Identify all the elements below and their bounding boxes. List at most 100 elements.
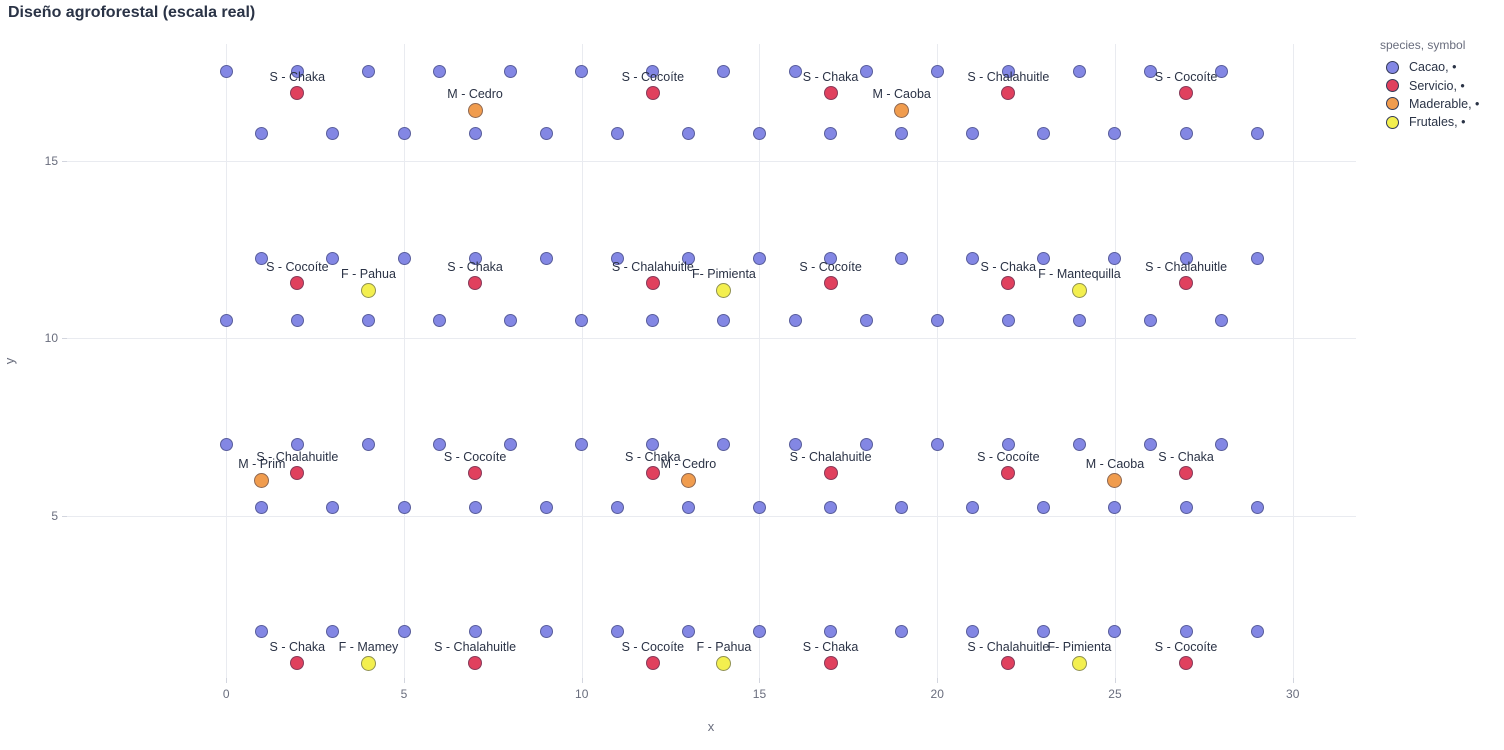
- tree-point[interactable]: [1001, 86, 1016, 101]
- cacao-point[interactable]: [788, 438, 802, 452]
- cacao-point[interactable]: [1037, 624, 1051, 638]
- cacao-point[interactable]: [1215, 313, 1229, 327]
- cacao-point[interactable]: [361, 65, 375, 79]
- tree-point[interactable]: [1179, 656, 1194, 671]
- cacao-point[interactable]: [539, 127, 553, 141]
- cacao-point[interactable]: [824, 500, 838, 514]
- cacao-point[interactable]: [1179, 127, 1193, 141]
- cacao-point[interactable]: [290, 313, 304, 327]
- cacao-point[interactable]: [1179, 500, 1193, 514]
- tree-point[interactable]: [1107, 472, 1123, 488]
- cacao-point[interactable]: [1250, 500, 1264, 514]
- cacao-point[interactable]: [717, 65, 731, 79]
- cacao-point[interactable]: [1108, 500, 1122, 514]
- cacao-point[interactable]: [930, 65, 944, 79]
- cacao-point[interactable]: [752, 127, 766, 141]
- tree-point[interactable]: [1071, 655, 1087, 671]
- cacao-point[interactable]: [290, 65, 304, 79]
- tree-point[interactable]: [823, 656, 838, 671]
- cacao-point[interactable]: [219, 438, 233, 452]
- tree-point[interactable]: [1001, 466, 1016, 481]
- cacao-point[interactable]: [824, 251, 838, 265]
- tree-point[interactable]: [1179, 86, 1194, 101]
- cacao-point[interactable]: [1144, 438, 1158, 452]
- cacao-point[interactable]: [646, 438, 660, 452]
- cacao-point[interactable]: [824, 624, 838, 638]
- cacao-point[interactable]: [1250, 624, 1264, 638]
- cacao-point[interactable]: [504, 313, 518, 327]
- cacao-point[interactable]: [895, 500, 909, 514]
- cacao-point[interactable]: [1001, 313, 1015, 327]
- cacao-point[interactable]: [575, 438, 589, 452]
- cacao-point[interactable]: [1250, 127, 1264, 141]
- cacao-point[interactable]: [433, 438, 447, 452]
- tree-point[interactable]: [645, 656, 660, 671]
- cacao-point[interactable]: [752, 251, 766, 265]
- cacao-point[interactable]: [681, 624, 695, 638]
- cacao-point[interactable]: [824, 127, 838, 141]
- tree-point[interactable]: [290, 276, 305, 291]
- cacao-point[interactable]: [1179, 624, 1193, 638]
- tree-point[interactable]: [823, 466, 838, 481]
- tree-point[interactable]: [360, 655, 376, 671]
- cacao-point[interactable]: [1072, 313, 1086, 327]
- cacao-point[interactable]: [752, 624, 766, 638]
- cacao-point[interactable]: [717, 313, 731, 327]
- legend-item[interactable]: Cacao, •: [1380, 58, 1479, 76]
- tree-point[interactable]: [290, 466, 305, 481]
- cacao-point[interactable]: [1001, 65, 1015, 79]
- cacao-point[interactable]: [610, 251, 624, 265]
- cacao-point[interactable]: [575, 313, 589, 327]
- cacao-point[interactable]: [610, 127, 624, 141]
- cacao-point[interactable]: [966, 127, 980, 141]
- cacao-point[interactable]: [1144, 65, 1158, 79]
- cacao-point[interactable]: [681, 500, 695, 514]
- tree-point[interactable]: [468, 466, 483, 481]
- tree-point[interactable]: [360, 283, 376, 299]
- tree-point[interactable]: [1001, 276, 1016, 291]
- cacao-point[interactable]: [255, 127, 269, 141]
- cacao-point[interactable]: [575, 65, 589, 79]
- tree-point[interactable]: [290, 656, 305, 671]
- cacao-point[interactable]: [219, 313, 233, 327]
- cacao-point[interactable]: [433, 65, 447, 79]
- cacao-point[interactable]: [1037, 127, 1051, 141]
- tree-point[interactable]: [468, 656, 483, 671]
- cacao-point[interactable]: [326, 624, 340, 638]
- cacao-point[interactable]: [1215, 65, 1229, 79]
- cacao-point[interactable]: [1108, 624, 1122, 638]
- tree-point[interactable]: [645, 86, 660, 101]
- cacao-point[interactable]: [966, 624, 980, 638]
- cacao-point[interactable]: [646, 65, 660, 79]
- cacao-point[interactable]: [788, 313, 802, 327]
- cacao-point[interactable]: [717, 438, 731, 452]
- cacao-point[interactable]: [859, 438, 873, 452]
- cacao-point[interactable]: [930, 438, 944, 452]
- cacao-point[interactable]: [646, 313, 660, 327]
- cacao-point[interactable]: [1037, 251, 1051, 265]
- cacao-point[interactable]: [610, 624, 624, 638]
- cacao-point[interactable]: [1144, 313, 1158, 327]
- cacao-point[interactable]: [895, 624, 909, 638]
- cacao-point[interactable]: [326, 127, 340, 141]
- cacao-point[interactable]: [681, 127, 695, 141]
- cacao-point[interactable]: [539, 251, 553, 265]
- cacao-point[interactable]: [752, 500, 766, 514]
- cacao-point[interactable]: [930, 313, 944, 327]
- tree-point[interactable]: [716, 655, 732, 671]
- cacao-point[interactable]: [397, 127, 411, 141]
- cacao-point[interactable]: [895, 251, 909, 265]
- cacao-point[interactable]: [255, 251, 269, 265]
- legend-item[interactable]: Maderable, •: [1380, 95, 1479, 113]
- cacao-point[interactable]: [219, 65, 233, 79]
- tree-point[interactable]: [645, 276, 660, 291]
- legend-item[interactable]: Frutales, •: [1380, 113, 1479, 131]
- tree-point[interactable]: [645, 466, 660, 481]
- cacao-point[interactable]: [504, 438, 518, 452]
- cacao-point[interactable]: [255, 500, 269, 514]
- cacao-point[interactable]: [610, 500, 624, 514]
- cacao-point[interactable]: [895, 127, 909, 141]
- cacao-point[interactable]: [539, 624, 553, 638]
- cacao-point[interactable]: [468, 127, 482, 141]
- legend-item[interactable]: Servicio, •: [1380, 76, 1479, 94]
